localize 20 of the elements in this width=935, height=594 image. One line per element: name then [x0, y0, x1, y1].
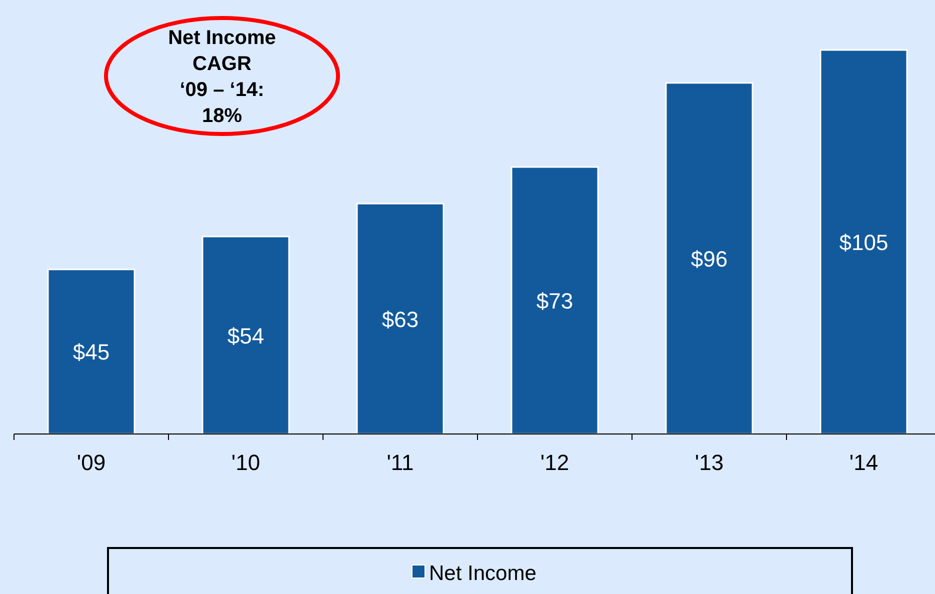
bar — [665, 82, 754, 435]
data-label: $105 — [839, 230, 888, 255]
x-tick-label: '10 — [231, 450, 260, 475]
bar — [356, 202, 444, 435]
x-tick-label: '13 — [694, 450, 724, 475]
x-tick-label: '14 — [849, 450, 878, 475]
data-label: $45 — [72, 340, 110, 365]
data-label: $54 — [227, 323, 264, 348]
annotation: Net Income CAGR ‘09 – ‘14: 18% — [168, 27, 276, 127]
data-label: $96 — [690, 246, 728, 272]
data-label: $73 — [536, 288, 574, 314]
x-tick-label: '12 — [540, 450, 570, 475]
bar — [47, 268, 136, 435]
legend-label: Net Income — [429, 562, 536, 585]
x-tick-label: '09 — [76, 450, 106, 475]
data-label: $63 — [382, 306, 419, 332]
bar — [202, 236, 290, 435]
bar — [510, 166, 599, 435]
x-tick-label: '11 — [386, 450, 414, 475]
bar — [820, 49, 908, 435]
